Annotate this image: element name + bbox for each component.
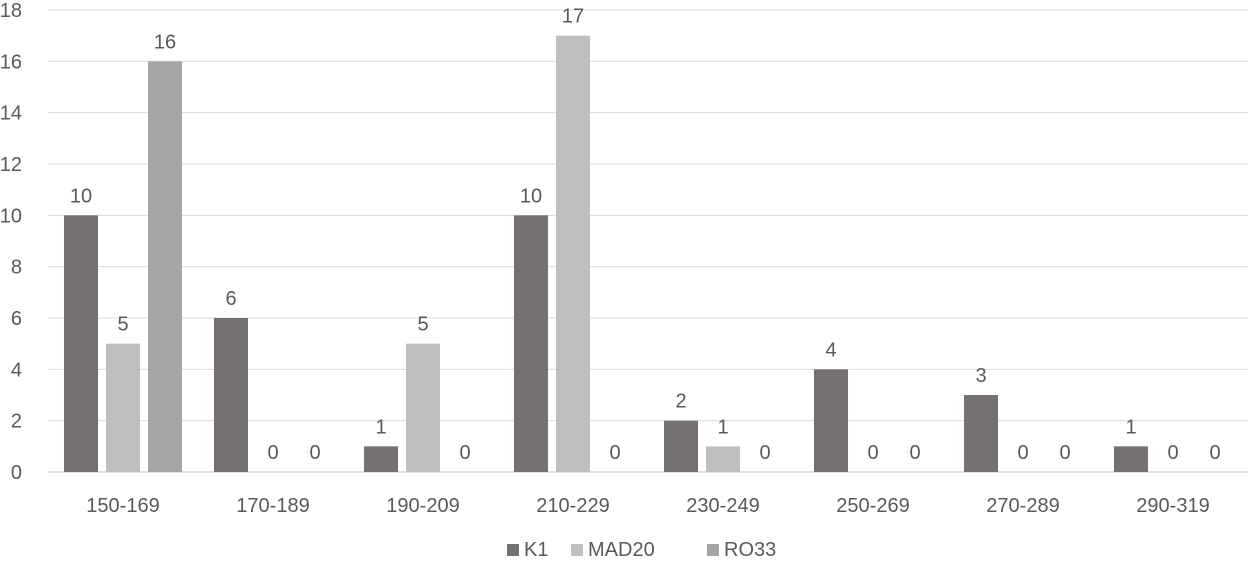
- data-label-ro33-170-189: 0: [309, 442, 320, 464]
- legend: K1 MAD20 RO33: [507, 539, 776, 561]
- bar-k1-270-289: [964, 395, 998, 472]
- data-label-mad20-190-209: 5: [417, 314, 428, 336]
- bar-mad20-190-209: [406, 343, 440, 472]
- data-label-mad20-250-269: 0: [867, 442, 878, 464]
- data-label-k1-210-229: 10: [520, 185, 542, 207]
- data-label-k1-150-169: 10: [70, 185, 92, 207]
- data-label-mad20-150-169: 5: [117, 314, 128, 336]
- y-tick-label: 14: [0, 103, 22, 125]
- bar-k1-230-249: [664, 420, 698, 472]
- y-tick-label: 8: [11, 257, 22, 279]
- data-label-k1-270-289: 3: [975, 365, 986, 387]
- x-category-label: 250-269: [836, 495, 909, 517]
- x-category-label: 150-169: [86, 495, 159, 517]
- data-label-ro33-150-169: 16: [154, 31, 176, 53]
- data-label-ro33-190-209: 0: [459, 442, 470, 464]
- legend-label-k1: K1: [524, 539, 548, 561]
- bar-k1-210-229: [514, 215, 548, 473]
- data-label-mad20-170-189: 0: [267, 442, 278, 464]
- bar-ro33-150-169: [148, 61, 182, 472]
- data-label-mad20-230-249: 1: [717, 416, 728, 438]
- data-label-ro33-230-249: 0: [759, 442, 770, 464]
- legend-label-mad20: MAD20: [588, 539, 655, 561]
- data-label-mad20-270-289: 0: [1017, 442, 1028, 464]
- bar-k1-190-209: [364, 446, 398, 472]
- y-tick-label: 6: [11, 308, 22, 330]
- bar-mad20-150-169: [106, 343, 140, 472]
- x-category-label: 210-229: [536, 495, 609, 517]
- y-tick-label: 12: [0, 154, 22, 176]
- legend-swatch-k1: [507, 544, 519, 556]
- data-label-mad20-210-229: 17: [562, 6, 584, 28]
- bar-mad20-210-229: [556, 35, 590, 473]
- y-axis-ticks: 0 2 4 6 8 10 12 14 16 18: [0, 0, 22, 484]
- bar-k1-250-269: [814, 369, 848, 472]
- data-label-mad20-290-319: 0: [1167, 442, 1178, 464]
- bar-mad20-230-249: [706, 446, 740, 472]
- bar-k1-150-169: [64, 215, 98, 473]
- y-tick-label: 2: [11, 411, 22, 433]
- y-tick-label: 4: [11, 359, 22, 381]
- x-category-label: 270-289: [986, 495, 1059, 517]
- x-axis-categories: 150-169 170-189 190-209 210-229 230-249 250-2…: [86, 495, 1209, 517]
- y-tick-label: 10: [0, 205, 22, 227]
- data-label-ro33-270-289: 0: [1059, 442, 1070, 464]
- x-category-label: 290-319: [1136, 495, 1209, 517]
- y-tick-label: 0: [11, 462, 22, 484]
- x-category-label: 190-209: [386, 495, 459, 517]
- x-category-label: 170-189: [236, 495, 309, 517]
- bar-k1-170-189: [214, 318, 248, 472]
- data-label-k1-250-269: 4: [825, 339, 836, 361]
- data-label-k1-190-209: 1: [375, 416, 386, 438]
- legend-label-ro33: RO33: [724, 539, 776, 561]
- y-tick-label: 18: [0, 0, 22, 22]
- bars: [64, 35, 1148, 473]
- legend-swatch-ro33: [707, 544, 719, 556]
- data-label-k1-230-249: 2: [675, 391, 686, 413]
- data-label-ro33-210-229: 0: [609, 442, 620, 464]
- data-label-ro33-290-319: 0: [1209, 442, 1220, 464]
- data-label-k1-170-189: 6: [225, 288, 236, 310]
- y-tick-label: 16: [0, 51, 22, 73]
- bar-k1-290-319: [1114, 446, 1148, 472]
- x-category-label: 230-249: [686, 495, 759, 517]
- data-label-k1-290-319: 1: [1125, 416, 1136, 438]
- legend-swatch-mad20: [571, 544, 583, 556]
- data-label-ro33-250-269: 0: [909, 442, 920, 464]
